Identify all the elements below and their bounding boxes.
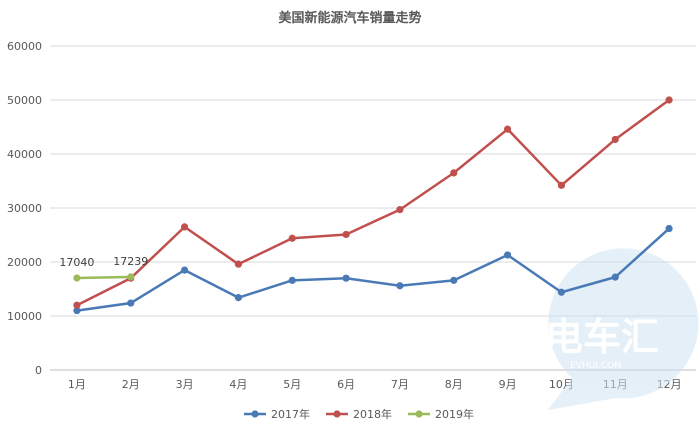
gridlines — [50, 45, 696, 371]
data-point — [180, 266, 189, 274]
data-point — [73, 307, 81, 315]
data-point — [234, 294, 243, 302]
data-point — [665, 224, 673, 233]
series-lines — [73, 96, 673, 315]
data-point — [557, 288, 566, 296]
data-point — [665, 96, 673, 104]
x-tick-label: 9月 — [499, 378, 517, 391]
watermark-logo: 电车汇 EVHUI.COM — [545, 248, 699, 410]
legend-swatch-marker — [333, 410, 341, 418]
x-tick-label: 1月 — [68, 378, 86, 391]
data-labels: 17040 17239 — [59, 255, 148, 269]
y-tick-label: 0 — [35, 364, 42, 377]
data-point — [342, 230, 350, 239]
data-point — [450, 169, 458, 177]
data-point — [288, 276, 296, 284]
data-point — [503, 125, 512, 133]
data-point — [234, 260, 243, 268]
chart-title: 美国新能源汽车销量走势 — [278, 10, 421, 26]
x-tick-label: 8月 — [445, 378, 463, 391]
x-tick-label: 7月 — [391, 378, 409, 391]
data-point — [127, 273, 135, 281]
series-line — [76, 98, 670, 307]
legend-label: 2018年 — [353, 407, 392, 421]
data-point — [557, 181, 566, 189]
x-tick-label: 4月 — [229, 378, 247, 391]
legend-swatch-marker — [415, 410, 423, 418]
y-tick-label: 40000 — [7, 148, 42, 161]
series-line — [76, 227, 670, 312]
data-label: 17239 — [113, 255, 148, 268]
x-tick-label: 2月 — [122, 378, 140, 391]
data-point — [288, 234, 296, 242]
data-label: 17040 — [59, 256, 94, 269]
legend-item: 2017年 — [244, 407, 310, 421]
series-2017年 — [73, 224, 673, 315]
legend-label: 2017年 — [271, 407, 310, 421]
series-2019年 — [73, 273, 135, 282]
data-point — [396, 206, 404, 214]
y-tick-label: 60000 — [7, 40, 42, 53]
legend-item: 2018年 — [326, 407, 392, 421]
legend: 2017年 2018年 2019年 — [244, 407, 474, 421]
data-point — [73, 274, 81, 282]
y-tick-label: 20000 — [7, 256, 42, 269]
data-point — [342, 274, 350, 282]
y-tick-label: 50000 — [7, 94, 42, 107]
legend-item: 2019年 — [408, 407, 474, 421]
data-point — [503, 251, 512, 259]
series-line — [76, 275, 131, 280]
y-axis-tick-labels: 0 10000 20000 30000 40000 50000 60000 — [7, 40, 42, 377]
data-point — [611, 135, 619, 144]
data-point — [611, 273, 619, 281]
data-point — [396, 282, 404, 290]
x-tick-label: 3月 — [176, 378, 194, 391]
data-point — [180, 223, 189, 231]
watermark-url: EVHUI.COM — [570, 361, 622, 371]
y-tick-label: 30000 — [7, 202, 42, 215]
legend-label: 2019年 — [435, 407, 474, 421]
watermark-brand: 电车汇 — [545, 315, 659, 359]
y-tick-label: 10000 — [7, 310, 42, 323]
watermark-bubble — [548, 248, 699, 410]
data-point — [127, 299, 135, 307]
x-tick-label: 5月 — [283, 378, 301, 391]
data-point — [73, 301, 81, 309]
data-point — [450, 276, 458, 284]
legend-swatch-marker — [251, 410, 259, 418]
x-tick-label: 6月 — [337, 378, 355, 391]
